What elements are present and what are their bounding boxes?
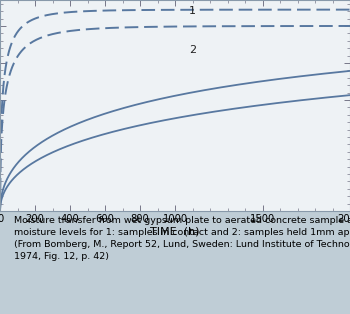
Text: 2: 2 bbox=[189, 45, 196, 55]
X-axis label: TIME  (h): TIME (h) bbox=[150, 227, 200, 237]
Text: Moisture transfer from wet gypsum plate to aerated concrete sample at two
moistu: Moisture transfer from wet gypsum plate … bbox=[14, 216, 350, 261]
Text: 1: 1 bbox=[189, 6, 196, 16]
